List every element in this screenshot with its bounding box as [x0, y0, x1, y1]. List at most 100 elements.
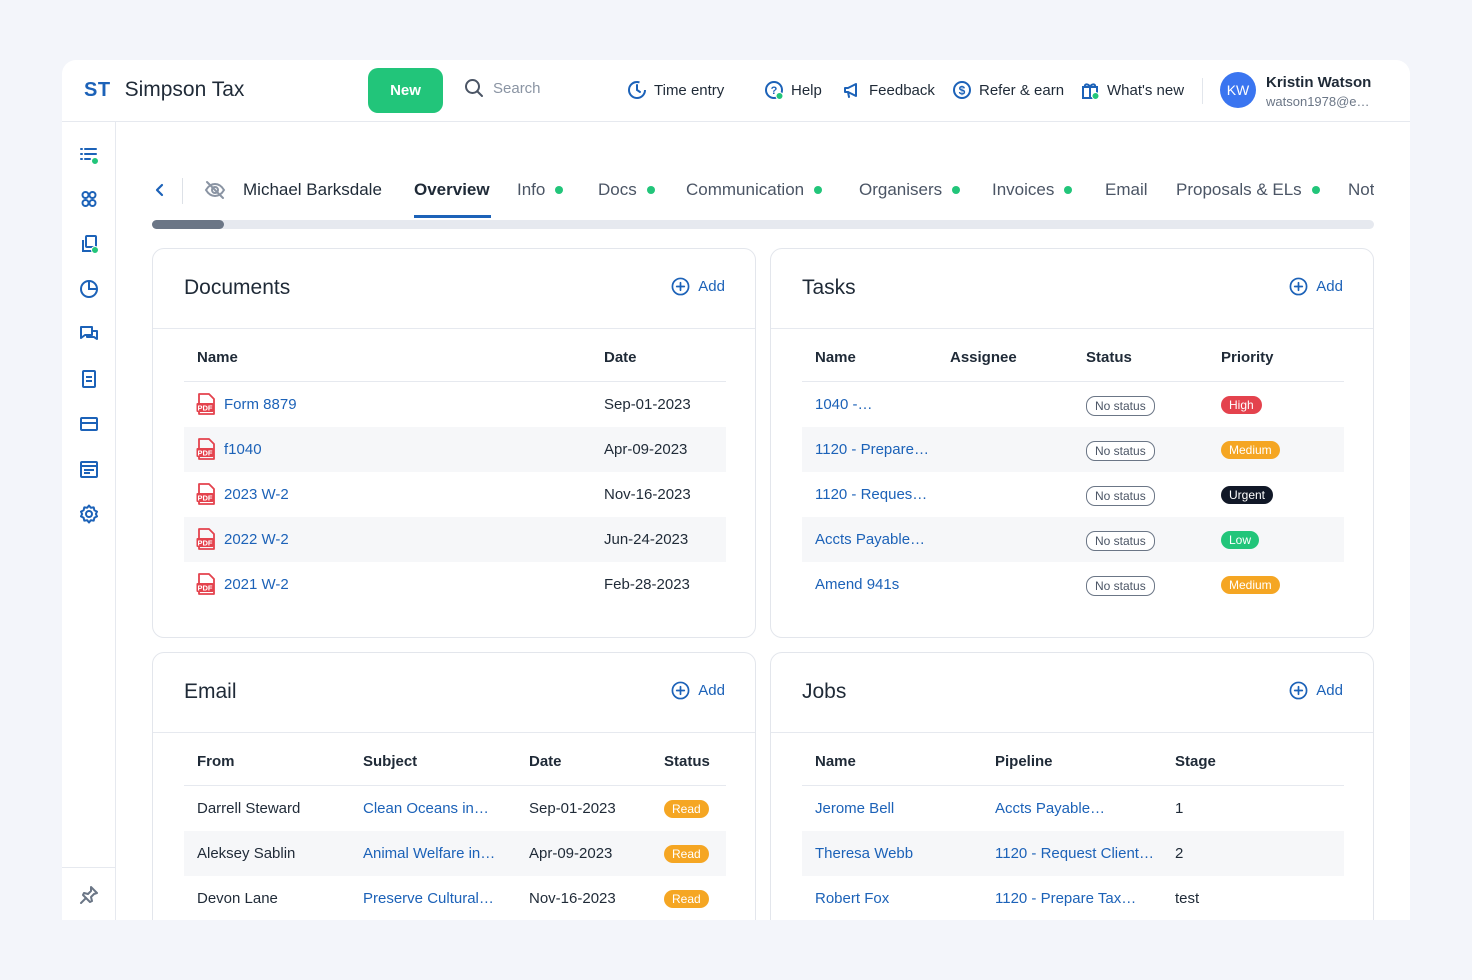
column-header[interactable]: Subject — [363, 753, 418, 770]
table-row[interactable]: Aleksey Sablin Animal Welfare in… Apr-09-2… — [184, 831, 726, 876]
header-divider — [1202, 78, 1203, 104]
search-box[interactable] — [464, 78, 603, 98]
column-header[interactable]: Pipeline — [995, 753, 1053, 770]
header-divider — [802, 381, 1344, 382]
tab-invoices[interactable]: Invoices — [992, 180, 1073, 200]
sidebar-item-settings[interactable] — [78, 503, 100, 525]
job-stage: 2 — [1175, 845, 1184, 862]
email-subject-link[interactable]: Animal Welfare in… — [363, 845, 496, 862]
tab-email[interactable]: Email — [1105, 180, 1148, 200]
document-name-link[interactable]: 2022 W-2 — [224, 531, 289, 548]
priority-badge: Medium — [1221, 576, 1280, 594]
tab-notes[interactable]: Not — [1348, 180, 1374, 200]
table-row[interactable]: Amend 941s No status Medium — [802, 562, 1344, 607]
table-row[interactable]: PDF Form 8879 Sep-01-2023 — [184, 382, 726, 427]
add-job-button[interactable]: Add — [1289, 681, 1343, 700]
user-name[interactable]: Kristin Watson — [1266, 74, 1372, 91]
column-header[interactable]: Name — [197, 349, 238, 366]
tabs-scrollbar-thumb[interactable] — [152, 220, 224, 229]
email-subject-link[interactable]: Clean Oceans in… — [363, 800, 489, 817]
column-header[interactable]: From — [197, 753, 235, 770]
time-entry-link[interactable]: Time entry — [627, 80, 724, 100]
document-name-link[interactable]: f1040 — [224, 441, 262, 458]
status-badge: No status — [1086, 441, 1155, 461]
table-row[interactable]: Devon Lane Preserve Cultural… Nov-16-2023 R… — [184, 876, 726, 920]
column-header[interactable]: Date — [529, 753, 562, 770]
document-date: Sep-01-2023 — [604, 396, 691, 413]
brand[interactable]: ST Simpson Tax — [84, 78, 244, 102]
document-name-link[interactable]: Form 8879 — [224, 396, 297, 413]
task-name-link[interactable]: Amend 941s — [815, 576, 900, 593]
avatar[interactable]: KW — [1220, 72, 1256, 108]
tab-docs[interactable]: Docs — [598, 180, 655, 200]
column-header[interactable]: Priority — [1221, 349, 1274, 366]
document-name-link[interactable]: 2021 W-2 — [224, 576, 289, 593]
pdf-icon: PDF — [196, 438, 216, 465]
table-row[interactable]: Theresa Webb 1120 - Request Client… 2 — [802, 831, 1344, 876]
table-row[interactable]: Jerome Bell Accts Payable… 1 — [802, 786, 1344, 831]
tab-communication[interactable]: Communication — [686, 180, 823, 200]
table-row[interactable]: 1120 - Reques… No status Urgent — [802, 472, 1344, 517]
sidebar-item-clients[interactable] — [78, 188, 100, 210]
column-header[interactable]: Status — [664, 753, 710, 770]
sidebar-item-messages[interactable] — [78, 323, 100, 345]
sidebar-item-calendar[interactable] — [78, 458, 100, 480]
table-row[interactable]: 1040 -… No status High — [802, 382, 1344, 427]
table-row[interactable]: PDF 2023 W-2 Nov-16-2023 — [184, 472, 726, 517]
tabs-back-button[interactable] — [152, 180, 168, 205]
column-header[interactable]: Assignee — [950, 349, 1017, 366]
task-name-link[interactable]: 1120 - Reques… — [815, 486, 928, 503]
header-divider — [802, 785, 1344, 786]
users-icon — [81, 191, 97, 207]
hide-client-button[interactable] — [204, 179, 226, 206]
document-name-link[interactable]: 2023 W-2 — [224, 486, 289, 503]
table-row[interactable]: PDF 2021 W-2 Feb-28-2023 — [184, 562, 726, 607]
sidebar-item-list[interactable] — [78, 144, 100, 166]
new-button[interactable]: New — [368, 68, 443, 113]
task-name-link[interactable]: 1120 - Prepare… — [815, 441, 929, 458]
column-header[interactable]: Name — [815, 349, 856, 366]
column-header[interactable]: Date — [604, 349, 637, 366]
refer-earn-link[interactable]: $ Refer & earn — [952, 80, 1064, 100]
table-row[interactable]: Darrell Steward Clean Oceans in… Sep-01-20… — [184, 786, 726, 831]
feedback-link[interactable]: Feedback — [842, 80, 935, 100]
job-name-link[interactable]: Robert Fox — [815, 890, 890, 907]
tab-organisers[interactable]: Organisers — [859, 180, 961, 200]
table-row[interactable]: Accts Payable… No status Low — [802, 517, 1344, 562]
column-header[interactable]: Stage — [1175, 753, 1216, 770]
sidebar-item-reports[interactable] — [78, 278, 100, 300]
help-link[interactable]: ? Help — [764, 80, 822, 100]
search-input[interactable] — [493, 79, 603, 97]
column-header[interactable]: Name — [815, 753, 856, 770]
job-pipeline-link[interactable]: 1120 - Prepare Tax… — [995, 890, 1137, 907]
sidebar-item-billing[interactable] — [78, 413, 100, 435]
whats-new-link[interactable]: What's new — [1080, 80, 1184, 100]
job-pipeline-link[interactable]: Accts Payable… — [995, 800, 1106, 817]
tab-overview[interactable]: Overview — [414, 180, 490, 200]
column-header[interactable]: Status — [1086, 349, 1132, 366]
job-name-link[interactable]: Jerome Bell — [815, 800, 895, 817]
sidebar-item-forms[interactable] — [78, 368, 100, 390]
add-document-button[interactable]: Add — [671, 277, 725, 296]
card-header: Jobs Add — [771, 653, 1373, 733]
tab-label: Invoices — [992, 180, 1055, 199]
card-title: Tasks — [802, 276, 856, 299]
job-name-link[interactable]: Theresa Webb — [815, 845, 914, 862]
tab-proposals[interactable]: Proposals & ELs — [1176, 180, 1320, 200]
table-row[interactable]: Robert Fox 1120 - Prepare Tax… test — [802, 876, 1344, 920]
tab-info[interactable]: Info — [517, 180, 564, 200]
add-task-button[interactable]: Add — [1289, 277, 1343, 296]
table-row[interactable]: PDF 2022 W-2 Jun-24-2023 — [184, 517, 726, 562]
task-name-link[interactable]: 1040 -… — [815, 396, 873, 413]
table-row[interactable]: PDF f1040 Apr-09-2023 — [184, 427, 726, 472]
email-subject-link[interactable]: Preserve Cultural… — [363, 890, 494, 907]
pin-button[interactable] — [78, 884, 100, 906]
tabs-scrollbar[interactable] — [152, 220, 1374, 229]
status-dot — [555, 186, 564, 194]
sidebar-item-documents[interactable] — [78, 233, 100, 255]
table-row[interactable]: 1120 - Prepare… No status Medium — [802, 427, 1344, 472]
job-pipeline-link[interactable]: 1120 - Request Client… — [995, 845, 1154, 862]
task-name-link[interactable]: Accts Payable… — [815, 531, 926, 548]
add-email-button[interactable]: Add — [671, 681, 725, 700]
svg-text:PDF: PDF — [198, 404, 213, 413]
